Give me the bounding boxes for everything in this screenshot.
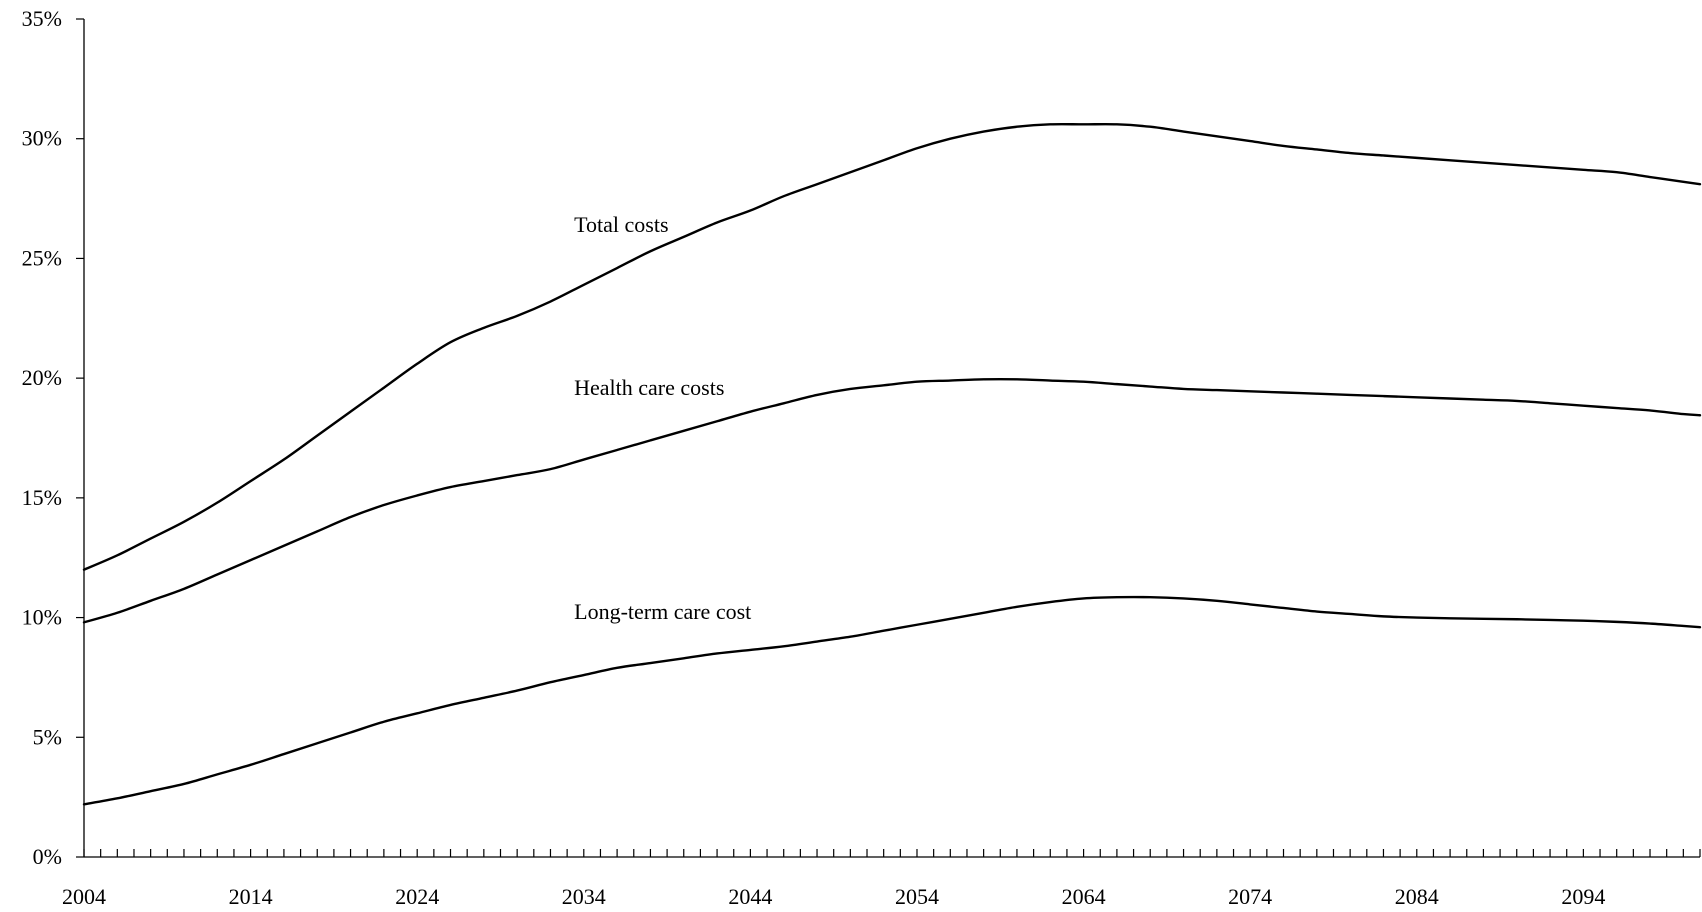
total-costs-line [82, 122, 1702, 571]
tick-labels: 0% 5% 10% 15% 20% 25% 30% 35% 2004 2014 2024 2034 20… [22, 6, 1606, 909]
x-tick-label: 2034 [562, 884, 606, 909]
series-lines [82, 122, 1702, 806]
health-care-costs-line [82, 377, 1702, 624]
series-labels: Total costs Health care costs Long-term ca… [574, 212, 751, 624]
y-tick-label: 20% [22, 365, 62, 390]
x-tick-label: 2084 [1395, 884, 1439, 909]
y-tick-label: 0% [33, 844, 62, 869]
x-tick-label: 2064 [1062, 884, 1106, 909]
x-tick-label: 2044 [728, 884, 772, 909]
x-tick-label: 2074 [1228, 884, 1272, 909]
long-term-care-cost-line [82, 595, 1702, 806]
ticks [76, 18, 1701, 858]
series-label: Health care costs [574, 375, 724, 400]
y-tick-label: 15% [22, 485, 62, 510]
axes [83, 19, 1700, 858]
y-tick-label: 5% [33, 724, 62, 749]
y-tick-label: 10% [22, 605, 62, 630]
y-tick-label: 30% [22, 126, 62, 151]
y-tick-label: 35% [22, 6, 62, 31]
x-tick-label: 2094 [1561, 884, 1605, 909]
series-label: Total costs [574, 212, 668, 237]
x-tick-label: 2014 [229, 884, 273, 909]
series-label: Long-term care cost [574, 599, 751, 624]
y-tick-label: 25% [22, 245, 62, 270]
x-tick-label: 2004 [62, 884, 106, 909]
x-tick-label: 2024 [395, 884, 439, 909]
x-tick-label: 2054 [895, 884, 939, 909]
